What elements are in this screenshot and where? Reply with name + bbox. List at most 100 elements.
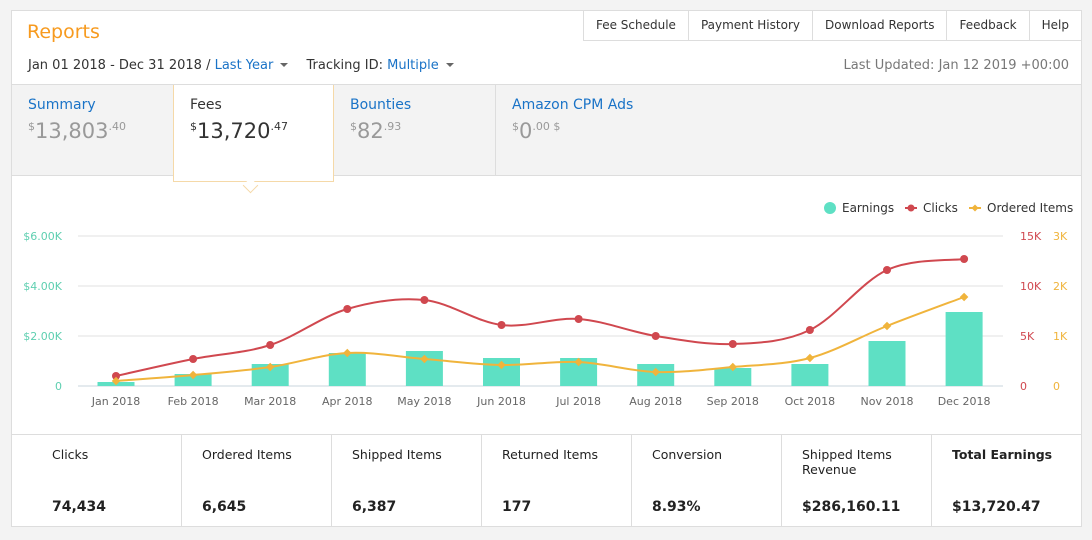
left-axis-tick: $2.00K [23, 330, 62, 343]
stat-label: Clicks [52, 447, 89, 462]
last-updated: Last Updated: Jan 12 2019 +00:00 [843, 58, 1069, 73]
metric-label: Amazon CPM Ads [512, 97, 634, 113]
left-axis-tick: $4.00K [23, 280, 62, 293]
ordered-items-point[interactable] [574, 357, 583, 367]
earnings-bar[interactable] [328, 353, 366, 386]
clicks-axis-tick: 10K [1020, 280, 1042, 293]
ordered-axis-tick: 1K [1053, 330, 1068, 343]
left-axis-tick: 0 [55, 380, 62, 393]
ordered-items-line [115, 296, 965, 382]
metric-fees[interactable]: Fees $13,720.47 [173, 85, 334, 182]
x-axis-tick: Jun 2018 [476, 395, 526, 408]
clicks-axis-tick: 15K [1020, 230, 1042, 243]
earnings-chart: 0 0 0 $2.00K 5K 1K $4.00K 10K 2K $6.00K 15K 3K Jan 2… [23, 201, 1073, 408]
clicks-point[interactable] [574, 315, 583, 323]
metric-label: Fees [190, 97, 222, 113]
stats-row: Clicks 74,434 Ordered Items 6,645 Shipped It… [12, 434, 1081, 527]
period-dropdown[interactable]: Last Year [214, 58, 274, 73]
stat-clicks: Clicks 74,434 [12, 435, 181, 527]
earnings-bar[interactable] [868, 341, 906, 386]
stat-returned-items: Returned Items 177 [481, 435, 631, 527]
stat-label: Ordered Items [202, 447, 292, 462]
tracking-label: Tracking ID: [306, 58, 383, 73]
chevron-down-icon[interactable] [445, 63, 454, 67]
clicks-legend-label[interactable]: Clicks [923, 201, 958, 215]
x-axis-tick: Mar 2018 [244, 395, 296, 408]
clicks-line [115, 258, 965, 377]
stat-shipped-items-revenue: Shipped Items Revenue $286,160.11 [781, 435, 931, 527]
clicks-point[interactable] [420, 296, 429, 304]
x-axis-tick: Apr 2018 [322, 395, 373, 408]
x-axis-tick: Oct 2018 [785, 395, 836, 408]
metric-cpm-ads[interactable]: Amazon CPM Ads $0.00 $ [496, 85, 696, 175]
metric-bounties[interactable]: Bounties $82.93 [334, 85, 496, 175]
stat-total-earnings: Total Earnings $13,720.47 [931, 435, 1081, 527]
stat-value: $286,160.11 [802, 499, 901, 515]
stat-label: Conversion [652, 447, 723, 462]
stat-ordered-items: Ordered Items 6,645 [181, 435, 331, 527]
help-tab[interactable]: Help [1028, 11, 1081, 41]
earnings-bar[interactable] [714, 368, 752, 386]
payment-history-tab[interactable]: Payment History [687, 11, 812, 41]
clicks-point[interactable] [112, 372, 120, 380]
stat-shipped-items: Shipped Items 6,387 [331, 435, 481, 527]
metric-value: $0.00 $ [512, 119, 561, 143]
clicks-point[interactable] [651, 332, 660, 340]
ordered-items-point[interactable] [651, 367, 660, 377]
stat-value: 177 [502, 499, 532, 515]
clicks-point[interactable] [266, 341, 275, 349]
clicks-point[interactable] [497, 321, 506, 329]
x-axis-tick: Jul 2018 [555, 395, 601, 408]
earnings-legend-icon [824, 202, 836, 214]
left-axis-tick: $6.00K [23, 230, 62, 243]
clicks-point[interactable] [883, 266, 891, 274]
ordered-items-point[interactable] [497, 360, 506, 370]
x-axis-tick: Nov 2018 [861, 395, 914, 408]
stat-value: 8.93% [652, 499, 701, 515]
ordered-items-point[interactable] [343, 348, 352, 358]
ordered-items-point[interactable] [420, 354, 429, 364]
page-title: Reports [27, 21, 100, 43]
clicks-axis-tick: 0 [1020, 380, 1027, 393]
clicks-point[interactable] [960, 255, 969, 263]
metric-summary[interactable]: Summary $13,803.40 [12, 85, 173, 175]
stat-value: 74,434 [52, 499, 107, 515]
filters: Jan 01 2018 - Dec 31 2018 / Last Year Tr… [28, 58, 468, 73]
earnings-bar[interactable] [251, 364, 289, 386]
metric-value: $13,720.47 [190, 119, 288, 143]
reports-card: Reports Fee Schedule Payment History Dow… [11, 10, 1082, 527]
metric-value: $82.93 [350, 119, 402, 143]
ordered-axis-tick: 3K [1053, 230, 1068, 243]
clicks-point[interactable] [343, 305, 352, 313]
date-range: Jan 01 2018 - Dec 31 2018 / [28, 58, 211, 73]
earnings-legend-label[interactable]: Earnings [842, 201, 894, 215]
download-reports-tab[interactable]: Download Reports [811, 11, 947, 41]
earnings-bar[interactable] [174, 374, 212, 386]
stat-conversion: Conversion 8.93% [631, 435, 781, 527]
clicks-point[interactable] [189, 355, 198, 363]
ordered-items-point[interactable] [188, 370, 198, 380]
x-axis-tick: May 2018 [397, 395, 451, 408]
x-axis-tick: Feb 2018 [168, 395, 219, 408]
tracking-dropdown[interactable]: Multiple [387, 58, 439, 73]
metric-value: $13,803.40 [28, 119, 126, 143]
x-axis-tick: Aug 2018 [629, 395, 682, 408]
x-axis-tick: Dec 2018 [938, 395, 991, 408]
clicks-point[interactable] [805, 326, 814, 334]
ordered-items-point[interactable] [805, 353, 815, 363]
ordered-items-legend-label[interactable]: Ordered Items [987, 201, 1073, 215]
fee-schedule-tab[interactable]: Fee Schedule [582, 11, 688, 41]
feedback-tab[interactable]: Feedback [946, 11, 1029, 41]
stat-value: 6,387 [352, 499, 397, 515]
ordered-items-point[interactable] [959, 292, 969, 302]
stat-label: Returned Items [502, 447, 599, 462]
chevron-down-icon[interactable] [280, 63, 289, 67]
clicks-point[interactable] [728, 340, 737, 348]
stat-label: Shipped Items Revenue [802, 447, 892, 477]
earnings-bar[interactable] [791, 364, 829, 386]
earnings-bar[interactable] [945, 312, 983, 386]
ordered-items-point[interactable] [728, 362, 738, 372]
ordered-items-point[interactable] [882, 321, 892, 331]
metric-tabs: Summary $13,803.40 Fees $13,720.47 Bountie… [12, 84, 1081, 182]
ordered-items-point[interactable] [111, 376, 121, 386]
